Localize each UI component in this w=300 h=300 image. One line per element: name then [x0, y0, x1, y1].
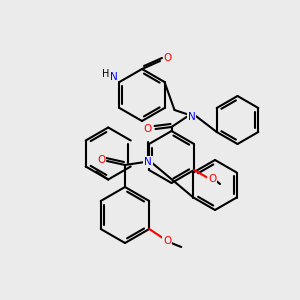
Text: O: O	[163, 236, 171, 246]
Text: O: O	[143, 124, 152, 134]
Text: O: O	[97, 155, 105, 165]
Text: O: O	[164, 53, 172, 63]
Text: N: N	[110, 72, 117, 82]
Text: N: N	[144, 157, 152, 167]
Text: N: N	[188, 112, 195, 122]
Text: H: H	[102, 69, 109, 79]
Text: O: O	[208, 174, 216, 184]
